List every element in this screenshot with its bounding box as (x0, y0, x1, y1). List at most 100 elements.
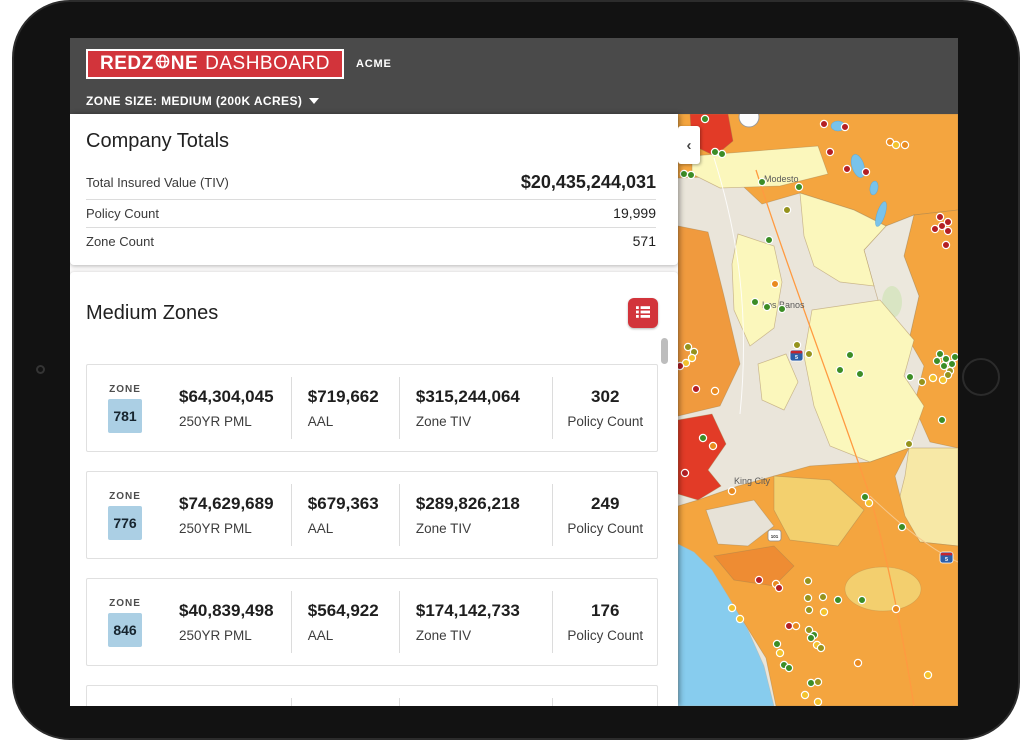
map-marker[interactable] (804, 625, 814, 635)
zone-card[interactable]: ZONE 781 $64,304,045 250YR PML $719,662 AAL $3… (86, 364, 658, 452)
home-button[interactable] (962, 358, 1000, 396)
map-marker[interactable] (727, 486, 737, 496)
chevron-down-icon (309, 98, 320, 104)
map-marker[interactable] (698, 433, 708, 443)
zone-stat-pml: $64,304,045 250YR PML (163, 377, 291, 439)
map-marker[interactable] (917, 377, 927, 387)
map-marker[interactable] (861, 167, 871, 177)
map-marker[interactable] (855, 369, 865, 379)
map-marker[interactable] (803, 593, 813, 603)
map-marker[interactable] (764, 235, 774, 245)
map-marker[interactable] (762, 302, 772, 312)
map-marker[interactable] (943, 217, 953, 227)
map-marker[interactable] (897, 522, 907, 532)
panel-scrollbar[interactable] (661, 338, 668, 364)
map-marker[interactable] (772, 639, 782, 649)
map-marker[interactable] (842, 164, 852, 174)
zone-card[interactable]: ZONE (86, 685, 658, 706)
map-marker[interactable] (777, 304, 787, 314)
map-marker[interactable] (782, 205, 792, 215)
map-marker[interactable] (923, 670, 933, 680)
map-marker[interactable] (683, 342, 693, 352)
map-marker[interactable] (900, 140, 910, 150)
map-marker[interactable] (938, 375, 948, 385)
map-marker[interactable] (806, 633, 816, 643)
map-marker[interactable] (905, 372, 915, 382)
zone-list-view-button[interactable] (628, 298, 658, 328)
map-marker[interactable] (710, 147, 720, 157)
map-canvas[interactable]: Modesto Los Banos King City 5 101 5 (678, 114, 958, 706)
totals-label: Total Insured Value (TIV) (86, 175, 229, 190)
map-marker[interactable] (708, 441, 718, 451)
map-marker[interactable] (932, 356, 942, 366)
map-marker[interactable] (819, 607, 829, 617)
map-marker[interactable] (727, 603, 737, 613)
map-marker[interactable] (784, 663, 794, 673)
map-marker[interactable] (860, 492, 870, 502)
map-marker[interactable] (930, 224, 940, 234)
map-marker[interactable] (754, 575, 764, 585)
map-marker[interactable] (794, 182, 804, 192)
map-marker[interactable] (687, 353, 697, 363)
map-marker[interactable] (735, 614, 745, 624)
map-marker[interactable] (819, 119, 829, 129)
map-marker[interactable] (774, 583, 784, 593)
map-marker[interactable] (804, 349, 814, 359)
panel-collapse-button[interactable]: ‹ (678, 126, 700, 164)
redzone-logo[interactable]: REDZ NE DASHBOARD (86, 49, 344, 79)
map-marker[interactable] (806, 678, 816, 688)
map-marker[interactable] (813, 677, 823, 687)
map-marker[interactable] (857, 595, 867, 605)
map-marker[interactable] (840, 122, 850, 132)
map-marker[interactable] (943, 370, 953, 380)
zone-card[interactable]: ZONE 846 $40,839,498 250YR PML $564,922 AAL $1… (86, 578, 658, 666)
map-marker[interactable] (803, 576, 813, 586)
map-marker[interactable] (750, 297, 760, 307)
map-marker[interactable] (784, 621, 794, 631)
map-marker[interactable] (691, 384, 701, 394)
map-marker[interactable] (941, 354, 951, 364)
map-marker[interactable] (941, 240, 951, 250)
map-marker[interactable] (891, 140, 901, 150)
map-marker[interactable] (939, 361, 949, 371)
map-marker[interactable] (717, 149, 727, 159)
map-marker[interactable] (937, 221, 947, 231)
map-marker[interactable] (825, 147, 835, 157)
zone-stat-aal (290, 698, 399, 706)
map-marker[interactable] (928, 373, 938, 383)
stat-label: AAL (307, 414, 334, 429)
map-marker[interactable] (835, 365, 845, 375)
map-marker[interactable] (935, 349, 945, 359)
map-marker[interactable] (943, 226, 953, 236)
map-marker[interactable] (904, 439, 914, 449)
stat-label: AAL (307, 628, 334, 643)
map-marker[interactable] (818, 592, 828, 602)
map-marker[interactable] (800, 690, 810, 700)
map-marker[interactable] (813, 697, 823, 706)
map-marker[interactable] (804, 605, 814, 615)
map-marker[interactable] (679, 169, 689, 179)
zone-stat-tiv: $289,826,218 Zone TIV (398, 484, 553, 546)
zone-size-dropdown[interactable]: ZONE SIZE: MEDIUM (200K ACRES) (86, 94, 320, 108)
map-marker[interactable] (950, 352, 958, 362)
map-marker[interactable] (947, 359, 957, 369)
zone-card[interactable]: ZONE 776 $74,629,689 250YR PML $679,363 AAL $2… (86, 471, 658, 559)
map-marker[interactable] (680, 468, 690, 478)
map-marker[interactable] (775, 648, 785, 658)
map-marker[interactable] (791, 621, 801, 631)
map-marker[interactable] (710, 386, 720, 396)
map-marker[interactable] (891, 604, 901, 614)
map-marker[interactable] (757, 177, 767, 187)
map-marker[interactable] (816, 643, 826, 653)
map-marker[interactable] (770, 279, 780, 289)
map-marker[interactable] (864, 498, 874, 508)
map-marker[interactable] (853, 658, 863, 668)
map-marker[interactable] (935, 212, 945, 222)
map-marker[interactable] (686, 170, 696, 180)
map-marker[interactable] (792, 340, 802, 350)
map-marker[interactable] (833, 595, 843, 605)
map-marker[interactable] (700, 114, 710, 124)
map-marker[interactable] (678, 361, 685, 371)
map-marker[interactable] (937, 415, 947, 425)
map-marker[interactable] (845, 350, 855, 360)
